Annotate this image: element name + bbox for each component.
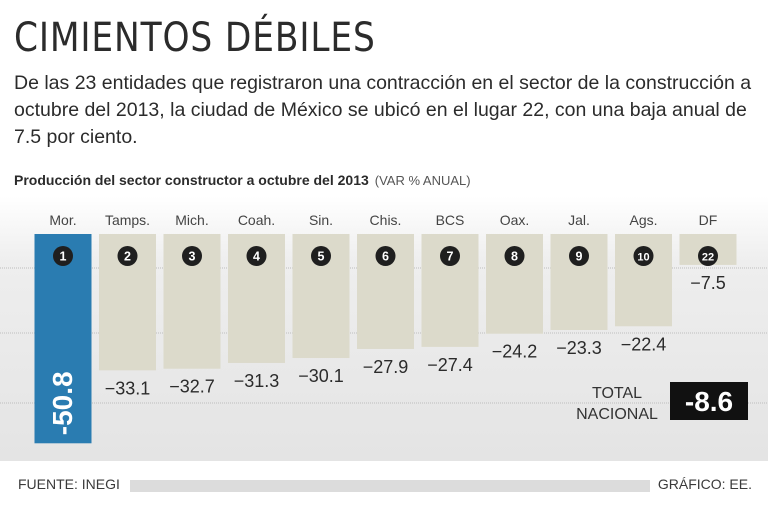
category-label: Oax. [500, 212, 530, 228]
value-label: -50.8 [47, 371, 78, 435]
category-label: Coah. [238, 212, 275, 228]
rank-number: 9 [576, 250, 583, 264]
category-label: BCS [436, 212, 465, 228]
category-label: Chis. [370, 212, 402, 228]
category-label: Tamps. [105, 212, 150, 228]
footer-rule [130, 480, 650, 492]
category-label: DF [699, 212, 718, 228]
rank-number: 4 [253, 250, 260, 264]
bar [34, 234, 92, 444]
category-label: Ags. [629, 212, 657, 228]
rank-badge [440, 246, 460, 266]
rank-number: 3 [189, 250, 196, 264]
rank-number: 8 [511, 250, 518, 264]
value-label: −23.3 [556, 338, 602, 358]
rank-badge [375, 246, 396, 266]
bar-chart: Mor. 1 -50.8 Tamps. 2 −33.1 Mich. 3 −32.7 Coah. 4 −… [0, 196, 768, 461]
total-label-line2: NACIONAL [576, 406, 658, 423]
rank-badge [182, 246, 202, 266]
rank-badge [698, 246, 718, 266]
total-value-box [670, 382, 748, 420]
page-subtitle: De las 23 entidades que registraron una … [14, 72, 752, 148]
value-label: −30.1 [298, 366, 344, 386]
rank-badge [633, 246, 654, 266]
rank-badge [504, 246, 525, 266]
page-title: CIMIENTOS DÉBILES [14, 15, 376, 61]
category-label: Sin. [309, 212, 333, 228]
value-label: −33.1 [105, 378, 151, 398]
value-label: −27.4 [427, 355, 473, 375]
chart-heading-label: Producción del sector constructor a octu… [14, 172, 369, 188]
rank-number: 10 [637, 252, 649, 264]
rank-badge [311, 246, 331, 266]
category-label: Mich. [175, 212, 208, 228]
value-label: −7.5 [690, 273, 726, 293]
rank-number: 22 [702, 252, 714, 264]
value-label: −24.2 [492, 342, 538, 362]
chart-heading: Producción del sector constructor a octu… [14, 172, 471, 188]
rank-number: 6 [382, 250, 389, 264]
rank-badge [117, 246, 138, 266]
category-label: Mor. [49, 212, 76, 228]
value-label: −32.7 [169, 377, 215, 397]
chart-heading-unit: (VAR % ANUAL) [374, 173, 471, 188]
credit-label: GRÁFICO: EE. [657, 476, 752, 492]
category-label: Jal. [568, 212, 590, 228]
value-label: −27.9 [363, 357, 409, 377]
value-label: −31.3 [234, 371, 280, 391]
total-value: -8.6 [685, 386, 733, 417]
total-label-line1: TOTAL [592, 385, 642, 402]
rank-number: 2 [124, 250, 131, 264]
rank-badge [53, 246, 73, 266]
rank-badge [246, 246, 267, 266]
rank-number: 1 [60, 250, 67, 264]
rank-badge [569, 246, 589, 266]
rank-number: 7 [447, 250, 454, 264]
rank-number: 5 [318, 250, 325, 264]
value-label: −22.4 [621, 334, 667, 354]
source-label: FUENTE: INEGI [18, 476, 120, 492]
